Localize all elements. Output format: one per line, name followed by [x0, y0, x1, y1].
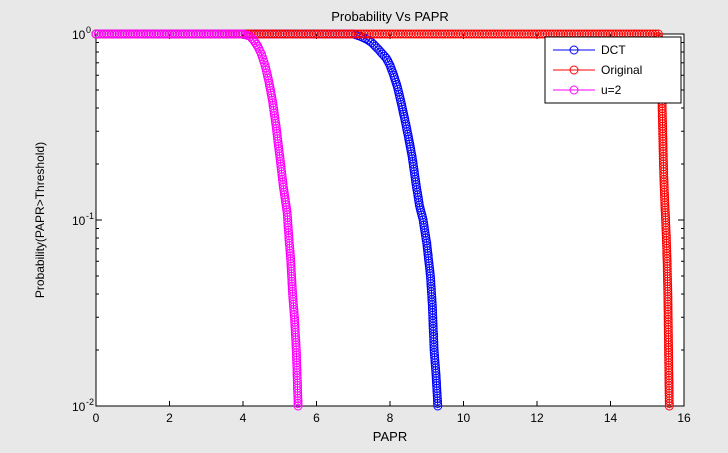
data-point: [293, 399, 303, 408]
x-tick-label: 14: [604, 411, 618, 425]
legend-item: DCT: [553, 43, 626, 57]
y-tick-label: 10: [72, 400, 86, 414]
data-point: [660, 200, 670, 210]
x-tick-label: 4: [240, 411, 247, 425]
x-tick-label: 6: [313, 411, 320, 425]
x-tick-label: 16: [677, 411, 691, 425]
data-point: [381, 53, 391, 63]
legend-label: Original: [601, 63, 642, 77]
y-tick-exponent: -1: [86, 211, 94, 221]
data-point: [231, 29, 241, 39]
y-tick-exponent: -2: [86, 397, 94, 407]
legend: DCT Original u=2: [544, 36, 682, 104]
x-tick-label: 2: [166, 411, 173, 425]
x-axis-label: PAPR: [373, 429, 407, 444]
legend-marker: [569, 85, 579, 95]
chart-title: Probability Vs PAPR: [331, 9, 449, 24]
data-point: [252, 39, 261, 49]
data-point: [433, 399, 443, 408]
x-tick-label: 12: [530, 411, 544, 425]
series-u-2: [91, 29, 303, 411]
data-point: [293, 401, 303, 411]
x-tick-label: 8: [387, 411, 394, 425]
data-point: [660, 208, 670, 218]
data-point: [660, 203, 670, 213]
data-point: [664, 399, 674, 408]
data-point: [433, 396, 442, 406]
legend-item: Original: [553, 63, 642, 77]
y-tick-exponent: 0: [86, 25, 91, 35]
legend-marker: [569, 45, 579, 55]
x-tick-label: 10: [457, 411, 471, 425]
y-axis-label: Probability(PAPR>Threshold): [33, 142, 47, 298]
legend-marker: [569, 65, 579, 75]
data-point: [433, 401, 443, 411]
x-tick-label: 0: [93, 411, 100, 425]
data-point: [664, 401, 674, 411]
legend-item: u=2: [553, 83, 622, 97]
data-point: [233, 29, 243, 39]
data-point: [383, 56, 393, 66]
y-tick-label: 10: [72, 28, 86, 42]
legend-label: DCT: [601, 43, 626, 57]
y-tick-label: 10: [72, 214, 86, 228]
data-point: [293, 396, 303, 406]
data-point: [664, 396, 674, 406]
legend-label: u=2: [601, 83, 622, 97]
